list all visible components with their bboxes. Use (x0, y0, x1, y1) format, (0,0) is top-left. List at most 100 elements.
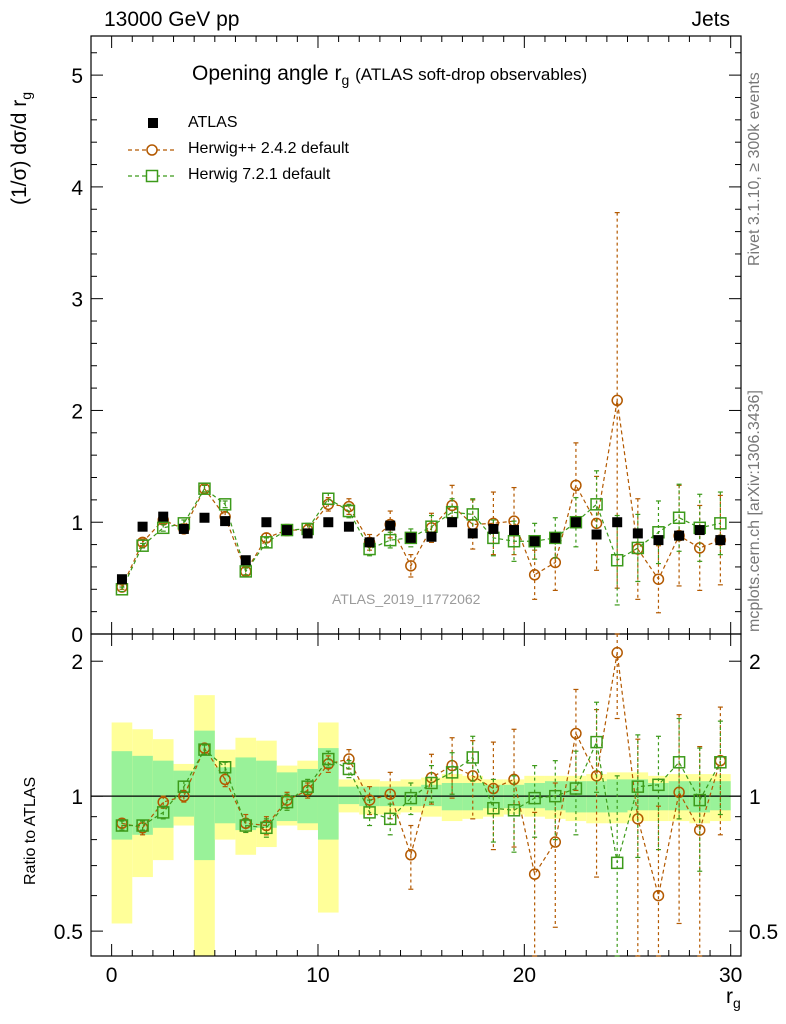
atlas-point (447, 517, 458, 528)
ratio-herwig7-point (218, 761, 232, 774)
ratio-ylabel: Ratio to ATLAS (22, 776, 39, 885)
ratio-band-stat (173, 770, 195, 817)
ratio-herwig7-point (342, 762, 356, 776)
atlas-point (261, 517, 272, 528)
ratio-herwig7-point (156, 806, 170, 819)
herwig7-point (610, 553, 624, 567)
atlas-point (694, 525, 705, 536)
analysis-label: ATLAS_2019_I1772062 (332, 591, 481, 607)
plot-title: Opening angle rg (ATLAS soft-drop observ… (192, 62, 587, 88)
x-tick-label: 20 (513, 964, 536, 987)
herwigpp-point (405, 560, 417, 572)
herwigpp-point (590, 517, 603, 530)
ratio-herwigpp-point (652, 889, 665, 902)
ratio-herwig7-point (569, 782, 583, 795)
atlas-point (240, 555, 251, 566)
atlas-point (426, 531, 437, 542)
x-tick-label: 10 (306, 964, 329, 987)
herwig7-point (280, 523, 294, 537)
ratio-band-stat (338, 786, 360, 805)
ratio-herwigpp-point (693, 824, 706, 836)
ratio-herwig7-point (322, 752, 335, 766)
ratio-band-stat (132, 755, 153, 835)
ratio-band-stat (586, 781, 607, 813)
herwig7-point (239, 565, 253, 578)
xlabel-text: r (726, 985, 733, 1008)
herwig7-point (569, 515, 583, 529)
herwig7-point (383, 533, 397, 547)
atlas-point (302, 528, 313, 539)
xlabel: rg (726, 985, 741, 1011)
ratio-herwigpp-point (570, 727, 582, 740)
main-ylabel: (1/σ) dσ/d rg (8, 92, 34, 205)
herwig7-point (322, 492, 335, 506)
ratio-y-tick-label: 2 (71, 651, 83, 674)
atlas-point (550, 532, 561, 543)
ratio-herwig7-point (280, 795, 294, 809)
herwigpp-point (528, 569, 541, 581)
atlas-point (467, 528, 478, 539)
ratio-herwig7-point (136, 819, 149, 832)
atlas-point (405, 532, 416, 543)
legend-atlas-marker (148, 118, 158, 128)
ratio-band-stat (421, 784, 442, 807)
ratio-herwig7-point (239, 819, 253, 832)
ratio-herwig7-point (714, 756, 727, 769)
atlas-point (653, 535, 664, 546)
atlas-point (158, 511, 169, 522)
ratio-band-stat (111, 751, 133, 840)
plot-title-extra: (ATLAS soft-drop observables) (355, 65, 588, 84)
herwig7-point (507, 534, 521, 548)
ratio-band-stat (194, 730, 215, 861)
ratio-herwig7-point (404, 791, 418, 805)
x-tick-label: 30 (719, 964, 742, 987)
herwig7-line (121, 487, 721, 590)
main-y-tick-label: 4 (71, 177, 83, 200)
main-y-tick-label: 1 (71, 512, 83, 535)
ratio-herwig7-point (631, 780, 645, 793)
ratio-herwig7-point (198, 743, 211, 756)
atlas-point (323, 517, 334, 528)
xlabel-sub: g (733, 995, 741, 1012)
ratio-herwig7-point (672, 756, 686, 769)
ratio-herwig7-line (121, 740, 721, 863)
x-tick-label: 0 (106, 964, 118, 987)
ratio-herwig7-point (260, 821, 273, 835)
atlas-point (282, 525, 293, 536)
herwigpp-point (611, 394, 623, 407)
herwigpp-point (652, 573, 665, 585)
herwig7-point (590, 498, 603, 511)
ratio-y-tick-label: 1 (749, 786, 761, 809)
herwigpp-point (570, 479, 582, 492)
ratio-herwigpp-point (384, 788, 396, 800)
ratio-herwigpp-point (611, 646, 623, 659)
herwig7-point (342, 504, 356, 518)
ratio-herwigpp-point (219, 773, 231, 786)
main-y-tick-label: 2 (71, 400, 83, 423)
header-right: Jets (691, 8, 730, 31)
herwig7-point (218, 498, 232, 511)
herwig7-point (631, 541, 645, 555)
ratio-y-tick-label: 0.5 (54, 921, 83, 944)
ratio-herwig7-point (487, 801, 500, 815)
herwig7-point (672, 511, 686, 525)
atlas-point (343, 521, 354, 532)
ratio-herwig7-point (363, 806, 376, 819)
ratio-herwig7-point (425, 776, 438, 790)
legend-herwigpp-label: Herwig++ 2.4.2 default (188, 140, 349, 157)
atlas-point (674, 530, 685, 541)
legend-herwig7-marker (145, 169, 159, 183)
atlas-point (199, 512, 210, 523)
atlas-point (178, 523, 189, 534)
atlas-point (715, 535, 726, 546)
ratio-band-stat (235, 757, 257, 831)
atlas-point (220, 516, 231, 527)
ratio-herwigpp-point (178, 790, 190, 802)
ratio-herwigpp-line (121, 652, 721, 896)
main-ylabel-sub: g (18, 91, 35, 100)
herwig7-point (404, 531, 418, 545)
herwig7-point (260, 536, 273, 549)
rivet-label: Rivet 3.1.10, ≥ 300k events (746, 72, 763, 266)
main-y-tick-label: 0 (71, 624, 83, 647)
